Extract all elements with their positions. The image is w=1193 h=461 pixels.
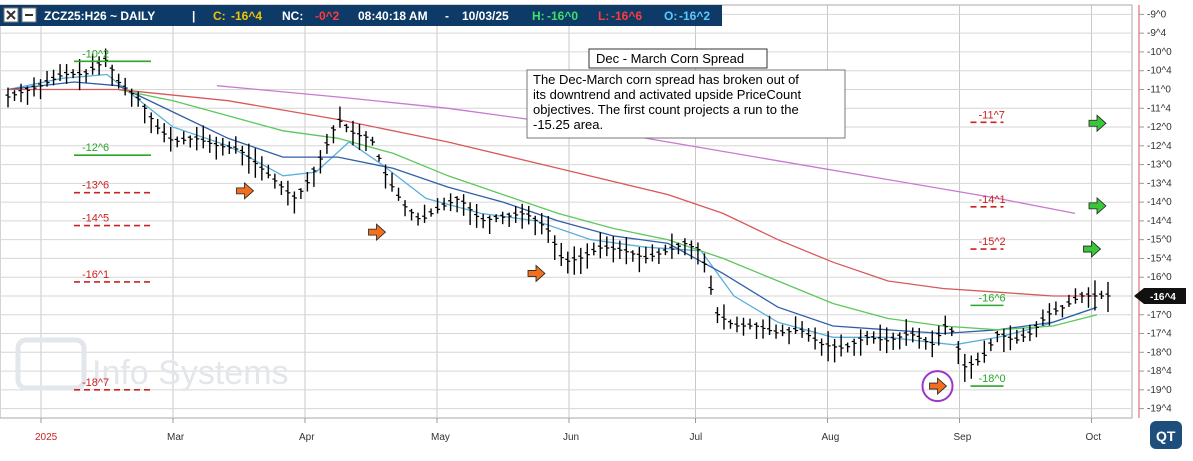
x-tick-label: 2025 <box>35 432 58 443</box>
x-tick-label: Apr <box>299 432 315 443</box>
annotation-line-3: objectives. The first count projects a r… <box>533 102 799 117</box>
level-label: -11^7 <box>979 109 1005 121</box>
y-tick-label: -11^4 <box>1147 103 1171 114</box>
level-label: -18^7 <box>82 377 109 389</box>
signal-arrow-icon <box>368 223 387 242</box>
target-arrow-icon <box>1088 114 1107 133</box>
time-value: 08:40:18 AM <box>358 9 428 23</box>
pricecount-levels: -10^2 -12^6 -13^6 -14^5 -16^1 -18^7 -11^7 -14^1… <box>74 48 1006 391</box>
y-tick-label: -15^0 <box>1147 235 1172 246</box>
y-tick-label: -15^4 <box>1147 253 1172 264</box>
price-bars <box>5 48 1111 382</box>
qt-logo: QT <box>1150 421 1182 449</box>
x-tick-label: Jul <box>690 432 703 443</box>
moving-average-line <box>216 85 1076 215</box>
nc-label: NC: <box>282 9 303 23</box>
x-tick-label: Mar <box>167 432 185 443</box>
y-tick-label: -16^0 <box>1147 272 1172 283</box>
close-icon <box>6 10 16 20</box>
level-label: -14^5 <box>82 213 109 225</box>
target-arrow-icon <box>1088 196 1107 215</box>
last-price-tag: -16^4 <box>1134 287 1186 304</box>
high-label: H: <box>532 9 545 23</box>
signal-arrow-icon <box>929 377 948 395</box>
x-tick-label: Oct <box>1086 432 1102 443</box>
annotation-title: Dec - March Corn Spread <box>596 51 744 66</box>
x-tick-label: Aug <box>822 432 840 443</box>
x-tick-label: Sep <box>954 432 972 443</box>
qt-logo-text: QT <box>1156 428 1176 444</box>
level-label: -14^1 <box>979 194 1006 206</box>
annotation-line-4: -15.25 area. <box>533 117 603 132</box>
y-tick-label: -17^4 <box>1147 329 1172 340</box>
y-tick-label: -9^4 <box>1147 28 1167 39</box>
y-tick-label: -19^0 <box>1147 385 1172 396</box>
target-arrow-icon <box>1083 240 1102 258</box>
y-tick-label: -12^4 <box>1147 141 1172 152</box>
annotation-line-2: its downtrend and activated upside Price… <box>533 87 801 102</box>
y-tick-label: -11^0 <box>1147 84 1171 95</box>
y-tick-label: -14^0 <box>1147 197 1172 208</box>
low-value: -16^6 <box>611 9 642 23</box>
watermark-logo <box>15 337 87 391</box>
moving-average-line <box>8 88 1097 297</box>
highlight-circle <box>921 370 954 403</box>
open-value: -16^2 <box>679 9 710 23</box>
level-label: -15^2 <box>979 236 1006 248</box>
y-tick-label: -18^4 <box>1147 366 1172 377</box>
signal-markers <box>236 114 1107 403</box>
moving-averages <box>7 73 1098 346</box>
y-tick-label: -12^0 <box>1147 122 1172 133</box>
level-label: -10^2 <box>82 48 109 60</box>
moving-average-line <box>7 81 1098 335</box>
watermark: Info Systems <box>15 337 289 392</box>
annotation: Dec - March Corn Spread The Dec-March co… <box>526 48 846 139</box>
y-tick-label: -17^0 <box>1147 310 1172 321</box>
close-label: C: <box>213 9 226 23</box>
signal-arrow-icon <box>236 181 255 200</box>
y-tick-label: -14^4 <box>1147 216 1172 227</box>
level-label: -16^6 <box>979 292 1006 304</box>
header-dash: - <box>445 9 449 23</box>
signal-arrow-icon <box>527 264 546 283</box>
nc-value: -0^2 <box>315 9 340 23</box>
y-tick-label: -19^4 <box>1147 404 1172 415</box>
header-bar: ZCZ25:H26 ~ DAILY | C: -16^4 NC: -0^2 08… <box>0 5 722 26</box>
header-separator: | <box>192 9 195 23</box>
annotation-body-box <box>526 69 846 139</box>
y-tick-label: -13^0 <box>1147 160 1172 171</box>
y-tick-label: -18^0 <box>1147 347 1172 358</box>
open-label: O: <box>664 9 677 23</box>
level-label: -13^6 <box>82 180 109 192</box>
y-tick-label: -9^0 <box>1147 9 1167 20</box>
high-value: -16^0 <box>547 9 578 23</box>
y-tick-label: -10^0 <box>1147 47 1172 58</box>
level-label: -16^1 <box>82 269 109 281</box>
moving-average-line <box>117 88 1098 331</box>
last-price-tag-shape <box>1134 287 1186 304</box>
close-value: -16^4 <box>231 9 262 23</box>
x-tick-label: May <box>431 432 450 443</box>
date-value: 10/03/25 <box>462 9 509 23</box>
y-tick-label: -10^4 <box>1147 66 1172 77</box>
low-label: L: <box>598 9 609 23</box>
level-label: -18^0 <box>979 373 1006 385</box>
watermark-text: Info Systems <box>92 354 289 392</box>
annotation-line-1: The Dec-March corn spread has broken out… <box>533 72 799 87</box>
last-price-value: -16^4 <box>1150 292 1176 303</box>
annotation-title-box <box>588 48 768 69</box>
qt-logo-badge <box>1150 421 1182 449</box>
level-label: -12^6 <box>82 142 109 154</box>
y-tick-label: -13^4 <box>1147 178 1172 189</box>
time-axis: 2025 Mar Apr May Jun Jul Aug Sep Oct <box>35 418 1101 443</box>
symbol-label: ZCZ25:H26 ~ DAILY <box>44 9 155 23</box>
header-background <box>0 5 722 26</box>
x-tick-label: Jun <box>563 432 579 443</box>
